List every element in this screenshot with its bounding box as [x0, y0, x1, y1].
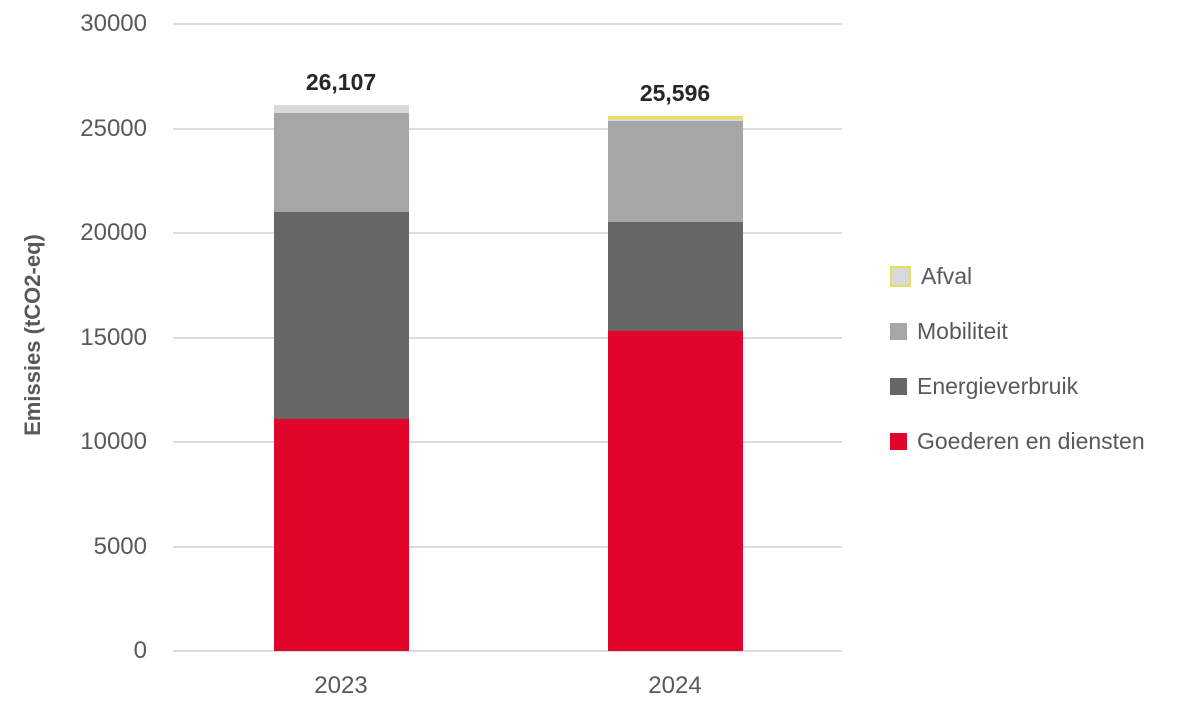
- gridline-y-5000: [173, 545, 842, 548]
- bar-segment-goederen-en-diensten-2023: [273, 419, 409, 651]
- gridline-y-30000: [173, 23, 842, 25]
- bar-2024: [607, 116, 743, 651]
- legend-item-energieverbruik: Energieverbruik: [890, 359, 1145, 414]
- bar-top-accent-2024: [607, 116, 743, 120]
- legend-label-energieverbruik: Energieverbruik: [917, 373, 1079, 399]
- gridline-y-10000: [173, 441, 842, 443]
- bar-2023: [273, 105, 409, 651]
- y-tick-label-15000: 15000: [80, 323, 147, 351]
- y-tick-label-25000: 25000: [80, 114, 147, 142]
- bar-segment-mobiliteit-2023: [273, 112, 409, 212]
- legend-label-afval: Afval: [921, 263, 973, 289]
- legend-swatch-afval: [890, 266, 911, 287]
- bar-segment-afval-2023: [273, 105, 409, 113]
- legend-item-goederen-en-diensten: Goederen en diensten: [890, 414, 1145, 469]
- legend-item-afval: Afval: [890, 249, 1145, 304]
- x-axis-label-2024: 2024: [648, 672, 702, 699]
- gridline-y-0: [173, 650, 842, 652]
- legend-label-mobiliteit: Mobiliteit: [917, 318, 1008, 344]
- y-tick-label-0: 0: [133, 637, 147, 664]
- bar-segment-energieverbruik-2023: [273, 211, 409, 419]
- legend-swatch-goederen-en-diensten: [890, 433, 907, 450]
- legend-swatch-mobiliteit: [890, 323, 907, 340]
- legend-item-mobiliteit: Mobiliteit: [890, 304, 1145, 359]
- bar-total-label-2023: 26,107: [305, 69, 377, 96]
- gridline-y-25000: [173, 127, 842, 130]
- y-tick-label-10000: 10000: [80, 428, 147, 455]
- legend: Afval Mobiliteit Energieverbruik Goederen e…: [890, 249, 1145, 469]
- bar-segment-goederen-en-diensten-2024: [607, 331, 743, 651]
- legend-swatch-energieverbruik: [890, 378, 907, 395]
- bar-total-label-2024: 25,596: [639, 80, 711, 107]
- bar-segment-energieverbruik-2024: [607, 222, 743, 332]
- y-tick-label-20000: 20000: [80, 219, 147, 246]
- bar-segment-mobiliteit-2024: [607, 121, 743, 223]
- legend-label-goederen-en-diensten: Goederen en diensten: [917, 428, 1145, 454]
- x-axis-label-2023: 2023: [314, 672, 368, 699]
- y-tick-label-5000: 5000: [93, 532, 147, 560]
- y-tick-label-30000: 30000: [80, 10, 147, 37]
- gridline-y-15000: [173, 336, 842, 339]
- gridline-y-20000: [173, 232, 842, 234]
